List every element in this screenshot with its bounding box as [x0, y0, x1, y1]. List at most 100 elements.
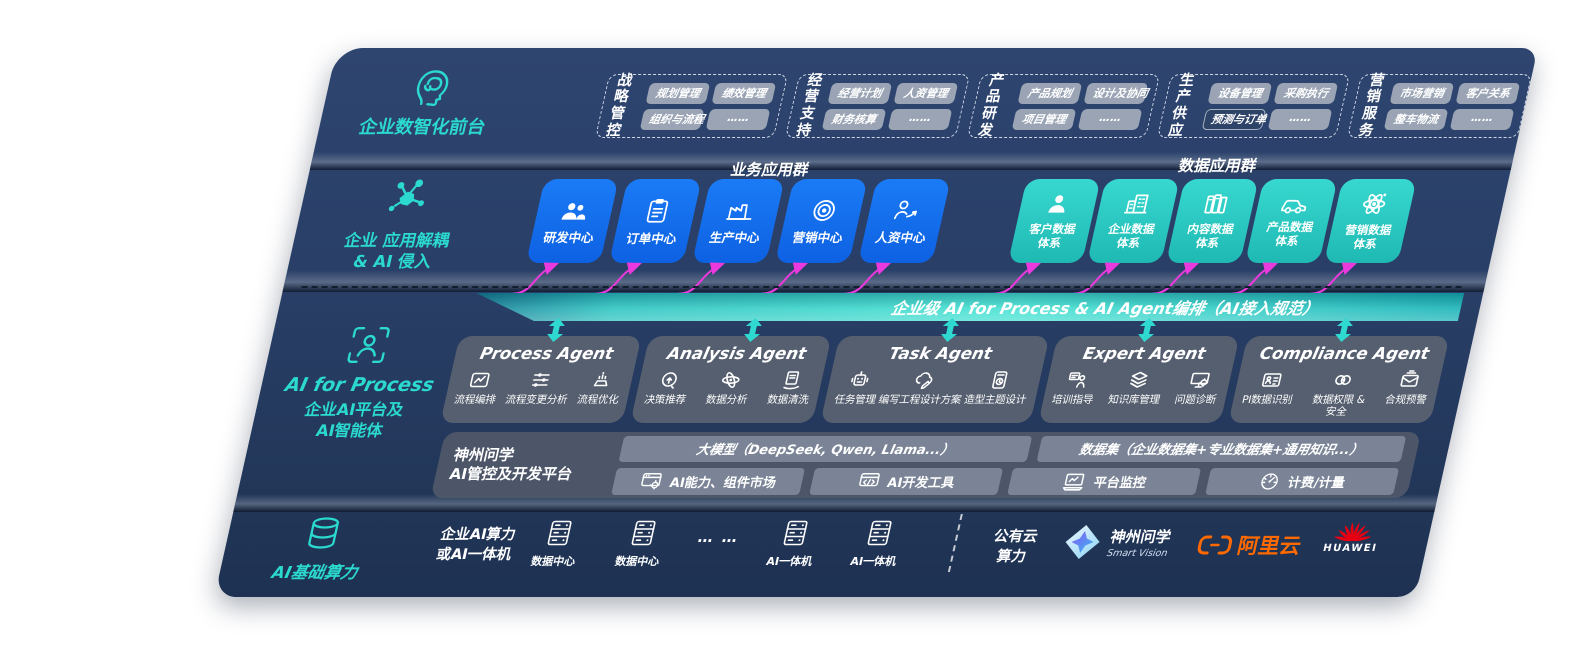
atom-nodes-icon — [722, 371, 740, 389]
agent-expert: Expert Agent 培训指导 知识库管理 问题诊断 — [1037, 336, 1240, 424]
tile-content-data: 内容数据 体系 — [1165, 179, 1259, 263]
pill: 产品规划 — [1017, 82, 1083, 104]
dataset-strip: 数据集（企业数据集+专业数据集+通用知识...） — [1036, 435, 1407, 462]
server-icon — [547, 520, 572, 546]
compute-items: 数据中心 数据中心 … … AI一体机 AI一体机 — [521, 518, 914, 569]
pill: 项目管理 — [1011, 108, 1077, 130]
pill: 采购执行 — [1273, 82, 1339, 104]
layers-icon — [1129, 371, 1148, 388]
server-icon — [783, 520, 808, 546]
pill: 整车物流 — [1383, 108, 1449, 130]
shenzhou-diamond-icon — [1065, 525, 1100, 559]
monitor-chart-icon — [1062, 473, 1085, 491]
front-rail-label: 企业数智化前台 — [356, 117, 488, 138]
agent-task: Task Agent 任务管理 编写工程设计方案 造型主题设计 — [820, 336, 1050, 424]
compute-item-label: 数据中心 — [613, 555, 661, 568]
agent-title: Compliance Agent — [1258, 344, 1432, 363]
aliyun-logo-text: 阿里云 — [1235, 534, 1304, 558]
agent-process: Process Agent 流程编排 流程变更分析 流程优化 — [440, 336, 642, 424]
model-strip: 大模型（DeepSeek, Qwen, Llama...） — [618, 435, 1033, 462]
platform-name: 神州问学 AI管控及开发平台 — [447, 445, 574, 484]
cell-label: AI开发工具 — [885, 475, 956, 491]
ai-rail-label-cn: 企业AI平台及 AI智能体 — [302, 400, 406, 440]
cell-billing-metering: 计费/计量 — [1205, 467, 1400, 495]
pill: 市场营销 — [1389, 82, 1455, 104]
person-icon — [1048, 195, 1065, 213]
tile-label: 企业数据 体系 — [1106, 222, 1157, 250]
tile-rnd-center: 研发中心 — [525, 179, 619, 263]
design-card-icon — [991, 371, 1008, 389]
magenta-connector-arrows — [511, 262, 1358, 296]
agent-item-label: 数据分析 — [704, 394, 749, 406]
public-cloud-label: 公有云 算力 — [992, 529, 1040, 565]
compute-item-datacenter: 数据中心 — [605, 518, 678, 569]
compute-item-label: 数据中心 — [529, 555, 577, 568]
pill: 规划管理 — [645, 82, 711, 104]
huawei-logo: HUAWEI — [1312, 514, 1395, 554]
mail-alert-icon — [1400, 370, 1420, 387]
person-scan-icon — [347, 326, 390, 364]
compute-item-datacenter: 数据中心 — [521, 518, 594, 569]
link-permission-icon — [1335, 375, 1352, 385]
aliyun-bracket-icon — [1197, 535, 1233, 555]
tile-production-center: 生产中心 — [691, 179, 785, 263]
stack-optimize-icon — [594, 372, 608, 387]
agent-item-label: 数据清洗 — [765, 394, 810, 406]
front-group-production: 生产 供应 设备管理 采购执行 预测与订单 …… — [1156, 72, 1351, 139]
pill: 绩效管理 — [711, 82, 777, 104]
business-group-header: 业务应用群 — [728, 161, 811, 179]
server-icon — [631, 520, 656, 546]
head-brain-icon — [416, 70, 449, 107]
car-icon — [1280, 200, 1307, 214]
tile-customer-data: 客户数据 体系 — [1007, 179, 1101, 263]
compute-item-ai-appliance: AI一体机 — [757, 518, 830, 569]
pill-grid: 市场营销 客户关系 整车物流 …… — [1383, 82, 1521, 130]
data-group-header: 数据应用群 — [1176, 157, 1259, 175]
pill-grid: 产品规划 设计及协同 项目管理 …… — [1011, 82, 1149, 130]
compute-item-label: AI一体机 — [848, 555, 898, 568]
database-icon — [308, 517, 340, 549]
group-title: 产品 研发 — [976, 72, 1006, 139]
pill: …… — [1267, 108, 1333, 130]
agent-title: Analysis Agent — [665, 344, 809, 363]
app-gear-icon — [641, 473, 662, 490]
doc-clean-icon — [782, 371, 799, 390]
pill-grid: 设备管理 采购执行 预测与订单 …… — [1201, 82, 1339, 130]
pill: 财务核算 — [821, 108, 887, 130]
target-icon — [812, 200, 835, 221]
pill: …… — [1449, 108, 1515, 130]
id-card-icon — [1261, 373, 1282, 387]
training-icon — [1068, 372, 1086, 388]
workflow-icon — [469, 372, 490, 388]
agent-item-label: 合规预警 — [1383, 394, 1428, 406]
updown-arrow-icon — [1138, 318, 1156, 342]
pill: 人资管理 — [893, 82, 959, 104]
documents-icon — [1204, 194, 1228, 214]
decouple-rail: 企业 应用解耦 & AI 侵入 — [315, 176, 487, 273]
compute-item-label: AI一体机 — [764, 555, 814, 568]
front-rail: 企业数智化前台 — [345, 62, 512, 139]
platform-box: 神州问学 AI管控及开发平台 大模型（DeepSeek, Qwen, Llama… — [430, 432, 1422, 498]
agent-item-label: PI数据识别 — [1240, 394, 1294, 406]
platform-grid: 大模型（DeepSeek, Qwen, Llama...） 数据集（企业数据集+… — [611, 435, 1407, 495]
front-group-marketing: 营销 服务 市场营销 客户关系 整车物流 …… — [1347, 73, 1533, 139]
agent-item-label: 知识库管理 — [1106, 394, 1162, 406]
agent-item-label: 培训指导 — [1050, 394, 1095, 406]
compute-item-ai-appliance: AI一体机 — [841, 518, 914, 569]
server-icon — [867, 520, 892, 546]
front-groups: 战略 管控 规划管理 绩效管理 组织与流程 …… 经营 支持 经营计划 人资管理… — [594, 72, 1533, 139]
cloud-edit-icon — [915, 372, 932, 390]
tile-order-center: 订单中心 — [608, 179, 702, 263]
agent-compliance: Compliance Agent PI数据识别 数据权限 & 安全 合规预警 — [1227, 336, 1450, 424]
pill: 设计及协同 — [1083, 82, 1149, 104]
group-title: 生产 供应 — [1166, 72, 1197, 139]
agent-item-label: 流程编排 — [452, 394, 497, 406]
cell-ai-capability-market: AI能力、组件市场 — [611, 467, 806, 495]
cell-label: 计费/计量 — [1286, 475, 1347, 491]
pill-grid: 经营计划 人资管理 财务核算 …… — [821, 82, 959, 130]
pill: 客户关系 — [1455, 82, 1521, 104]
aliyun-logo: 阿里云 — [1195, 530, 1305, 560]
cell-label: 平台监控 — [1092, 475, 1148, 491]
cell-ai-dev-tools: AI开发工具 — [809, 467, 1004, 495]
atom-icon — [1362, 193, 1387, 215]
